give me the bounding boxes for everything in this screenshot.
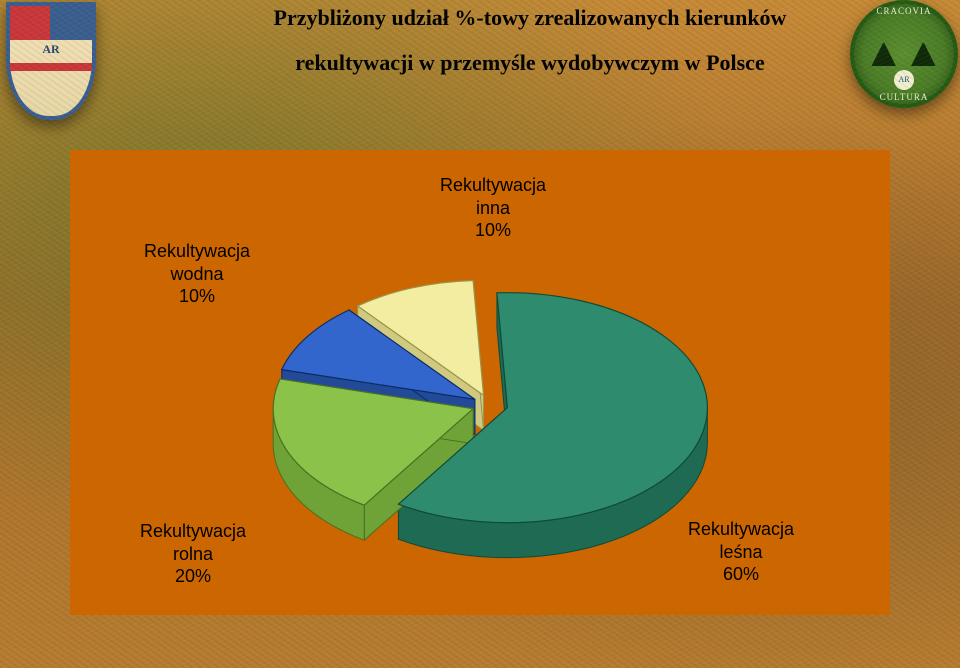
slice-label-rolna-line3: 20% — [140, 565, 246, 588]
slide-title: Przybliżony udział %-towy zrealizowanych… — [180, 0, 880, 80]
slice-label-inna-line2: inna — [440, 197, 546, 220]
slice-label-lesna-line1: Rekultywacja — [688, 518, 794, 541]
slice-label-wodna: Rekultywacjawodna10% — [144, 240, 250, 308]
slice-label-lesna-line3: 60% — [688, 563, 794, 586]
chart-panel: Rekultywacjawodna10%Rekultywacjainna10%R… — [70, 150, 890, 615]
slice-label-wodna-line3: 10% — [144, 285, 250, 308]
title-line-1: Przybliżony udział %-towy zrealizowanych… — [180, 0, 880, 35]
logo-right-bottom-text: CULTURA — [854, 92, 954, 102]
shield-band — [10, 63, 92, 71]
pie-chart: Rekultywacjawodna10%Rekultywacjainna10%R… — [70, 150, 890, 615]
logo-right-badge: AR — [894, 70, 914, 90]
slice-label-lesna-line2: leśna — [688, 541, 794, 564]
slice-label-inna-line1: Rekultywacja — [440, 174, 546, 197]
slice-label-inna: Rekultywacjainna10% — [440, 174, 546, 242]
slice-label-rolna: Rekultywacjarolna20% — [140, 520, 246, 588]
shield-monogram: AR — [10, 42, 92, 57]
slice-label-lesna: Rekultywacjaleśna60% — [688, 518, 794, 586]
slice-label-rolna-line1: Rekultywacja — [140, 520, 246, 543]
slice-label-wodna-line2: wodna — [144, 263, 250, 286]
slice-label-rolna-line2: rolna — [140, 543, 246, 566]
presentation-slide: AR CRACOVIA ▲▲ AR CULTURA Przybliżony ud… — [0, 0, 960, 668]
slice-label-inna-line3: 10% — [440, 219, 546, 242]
shield-blue-square — [52, 6, 92, 40]
slice-label-wodna-line1: Rekultywacja — [144, 240, 250, 263]
university-shield-logo: AR — [6, 2, 96, 120]
shield-top — [10, 6, 92, 40]
title-line-2: rekultywacji w przemyśle wydobywczym w P… — [180, 45, 880, 80]
shield-red-square — [10, 6, 52, 40]
